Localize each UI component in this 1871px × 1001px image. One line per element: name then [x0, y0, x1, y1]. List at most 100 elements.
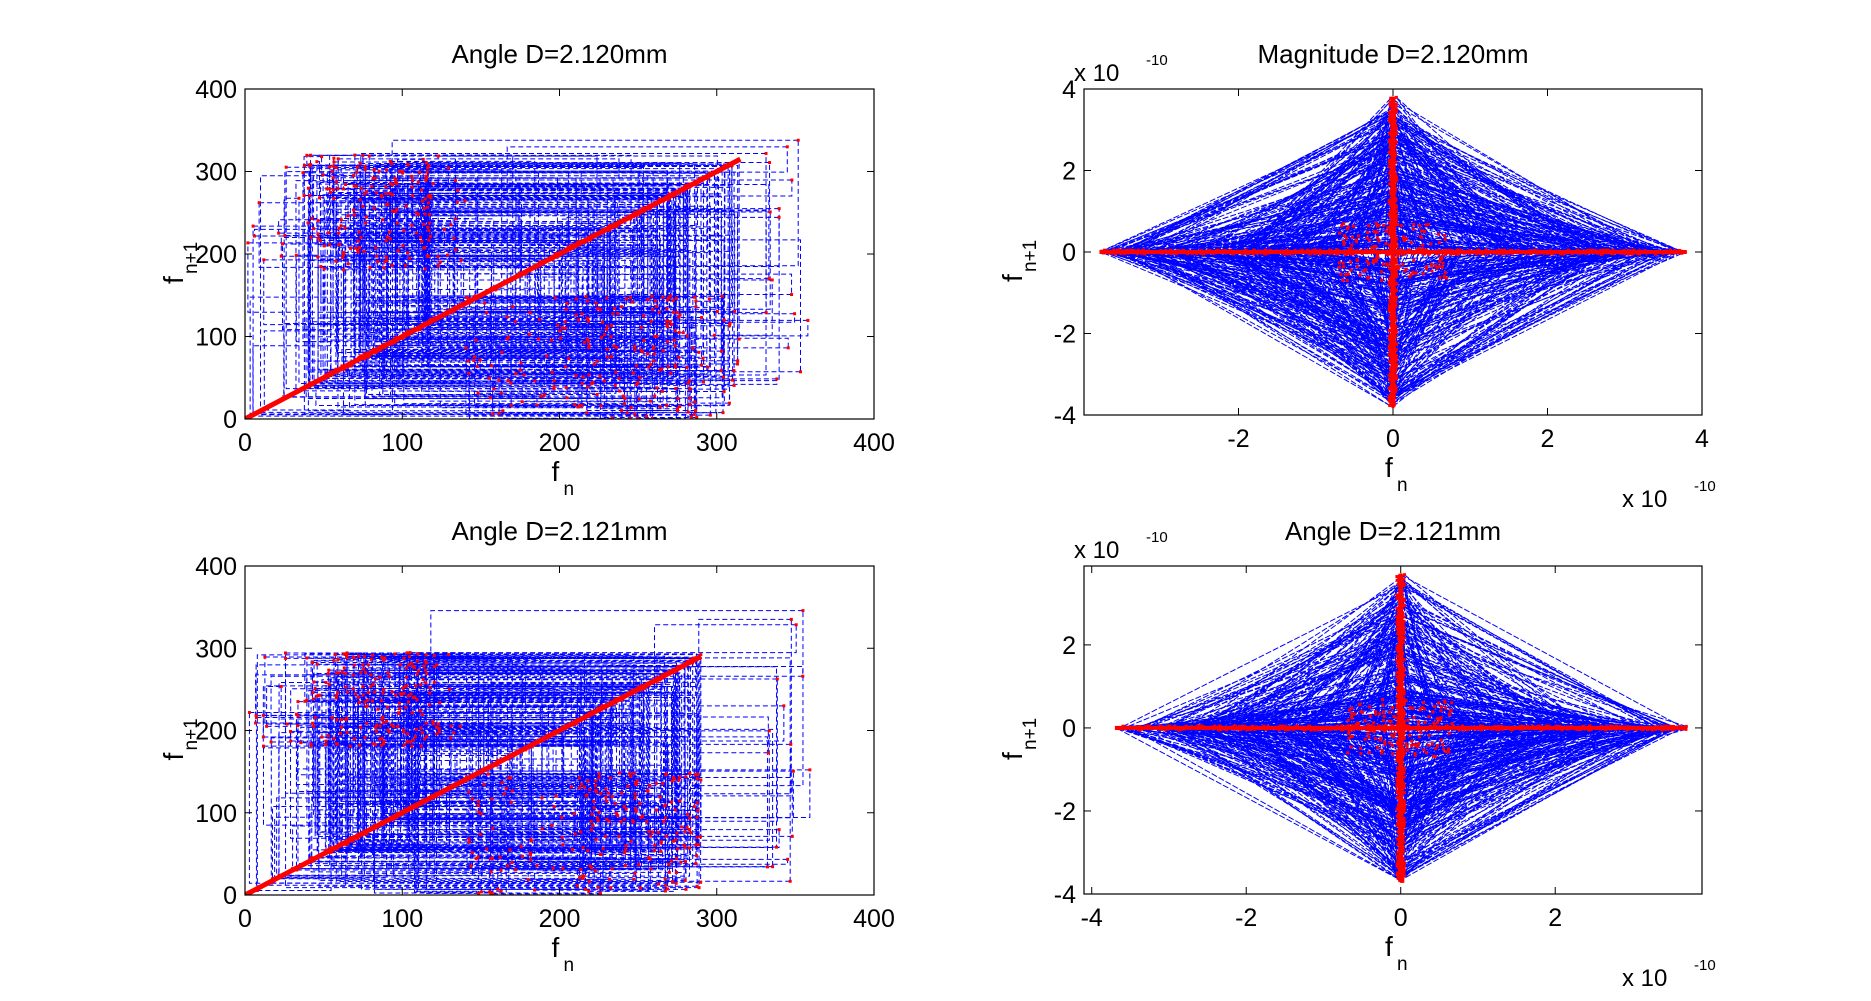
data-point [383, 345, 387, 349]
data-point [1393, 183, 1397, 187]
data-point [438, 701, 442, 705]
data-point [1112, 248, 1116, 252]
data-point [369, 684, 373, 688]
data-point [464, 296, 468, 300]
data-point [435, 732, 439, 736]
data-point [509, 776, 513, 780]
data-point [685, 825, 689, 829]
series-segment [1233, 251, 1393, 340]
series-segment [1393, 139, 1561, 255]
series-segment [1391, 250, 1486, 356]
data-point [344, 685, 348, 689]
series-segment [378, 171, 464, 307]
series-segment [517, 187, 683, 277]
series-segment [600, 165, 725, 407]
data-point [552, 805, 556, 809]
data-point [1388, 283, 1392, 287]
data-point [586, 319, 590, 323]
data-point [402, 656, 406, 660]
series-segment [565, 309, 618, 314]
data-point [564, 326, 568, 330]
data-point [696, 656, 700, 660]
data-point [701, 356, 705, 360]
data-point [633, 210, 637, 214]
data-point [1334, 248, 1338, 252]
data-point [344, 718, 348, 722]
series-segment [686, 164, 731, 188]
series-segment [345, 719, 625, 820]
data-point [1393, 383, 1397, 387]
data-point [389, 723, 393, 727]
series-segment [411, 200, 466, 226]
data-point [1619, 251, 1623, 255]
x-tick-label: 400 [853, 905, 895, 933]
data-point [592, 806, 596, 810]
data-point [721, 375, 725, 379]
series-segment [653, 321, 671, 350]
data-point [1477, 251, 1481, 255]
data-point [324, 739, 328, 743]
series-segment [347, 366, 602, 406]
series-segment [1397, 727, 1612, 825]
data-point [390, 183, 394, 187]
series-segment [584, 776, 687, 788]
series-segment [588, 713, 626, 851]
data-point [1293, 249, 1297, 253]
data-point [426, 201, 430, 205]
data-point [1376, 250, 1380, 254]
data-point [402, 229, 406, 233]
series-segment [1391, 253, 1415, 302]
data-point [1389, 244, 1393, 248]
data-point [371, 176, 375, 180]
data-point [1392, 120, 1396, 124]
series-segment [1201, 651, 1399, 727]
data-point [476, 855, 480, 859]
data-point [1631, 252, 1635, 256]
data-point [683, 830, 687, 834]
data-point [717, 169, 721, 173]
data-point [675, 870, 679, 874]
data-point [635, 214, 639, 218]
data-point [1139, 251, 1143, 255]
data-point [602, 230, 606, 234]
data-point [1378, 251, 1382, 255]
data-point [1567, 250, 1571, 254]
series-segment [1397, 726, 1576, 774]
data-point [363, 700, 367, 704]
data-point [631, 371, 635, 375]
series-segment [602, 229, 657, 389]
data-point [1560, 252, 1564, 256]
data-point [1389, 221, 1393, 225]
series-segment [469, 199, 669, 300]
data-point [693, 295, 697, 299]
data-point [554, 794, 558, 798]
data-point [326, 734, 330, 738]
data-point [1342, 243, 1346, 247]
series-segment [367, 699, 678, 873]
y-tick-label: 200 [195, 718, 237, 746]
series-segment [426, 790, 648, 802]
series-segment [296, 228, 340, 256]
data-point [1392, 267, 1396, 271]
data-point [671, 880, 675, 884]
series-segment [384, 657, 791, 882]
data-point [427, 238, 431, 242]
series-segment [1218, 580, 1403, 728]
data-point [684, 887, 688, 891]
data-point [644, 684, 648, 688]
data-point [374, 726, 378, 730]
series-segment [312, 673, 346, 693]
data-point [1510, 251, 1514, 255]
series-segment [598, 194, 670, 310]
data-point [1350, 235, 1354, 239]
data-point [1387, 280, 1391, 284]
data-point [489, 870, 493, 874]
data-point [1561, 250, 1565, 254]
data-point [1353, 249, 1357, 253]
series-segment [1389, 251, 1653, 390]
data-point [580, 782, 584, 786]
series-segment [1392, 138, 1403, 252]
data-point [246, 241, 250, 245]
data-point [472, 359, 476, 363]
